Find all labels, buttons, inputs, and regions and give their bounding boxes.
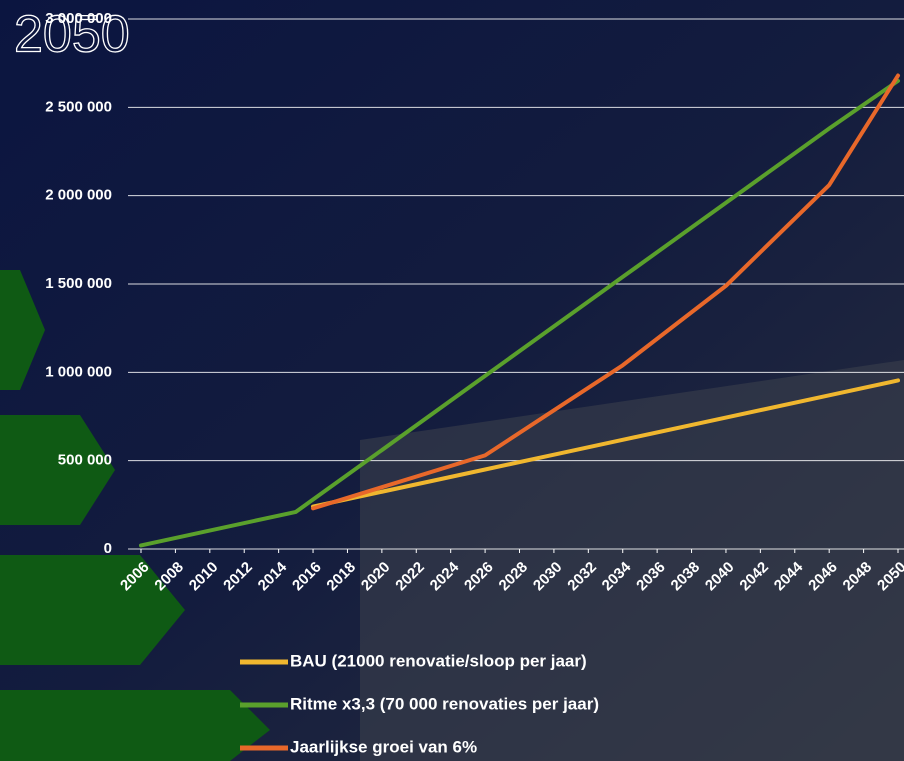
decor-hex	[0, 690, 270, 761]
decor-hex	[0, 555, 185, 665]
y-tick-label: 1 000 000	[45, 363, 112, 380]
y-tick-label: 3 000 000	[45, 10, 112, 27]
legend-label: Jaarlijkse groei van 6%	[290, 737, 477, 756]
y-tick-label: 2 500 000	[45, 98, 112, 115]
y-tick-label: 2 000 000	[45, 187, 112, 204]
chart-title: 2050	[14, 6, 130, 64]
decor-hex	[0, 415, 115, 525]
series-line	[311, 73, 900, 511]
y-tick-label: 500 000	[58, 452, 112, 469]
series-line	[311, 378, 900, 509]
legend-label: Ritme x3,3 (70 000 renovaties per jaar)	[290, 694, 599, 713]
legend-label: BAU (21000 renovatie/sloop per jaar)	[290, 651, 587, 670]
y-tick-label: 1 500 000	[45, 275, 112, 292]
series-line	[139, 78, 900, 548]
decor-hex	[0, 270, 45, 390]
y-tick-label: 0	[104, 540, 112, 557]
